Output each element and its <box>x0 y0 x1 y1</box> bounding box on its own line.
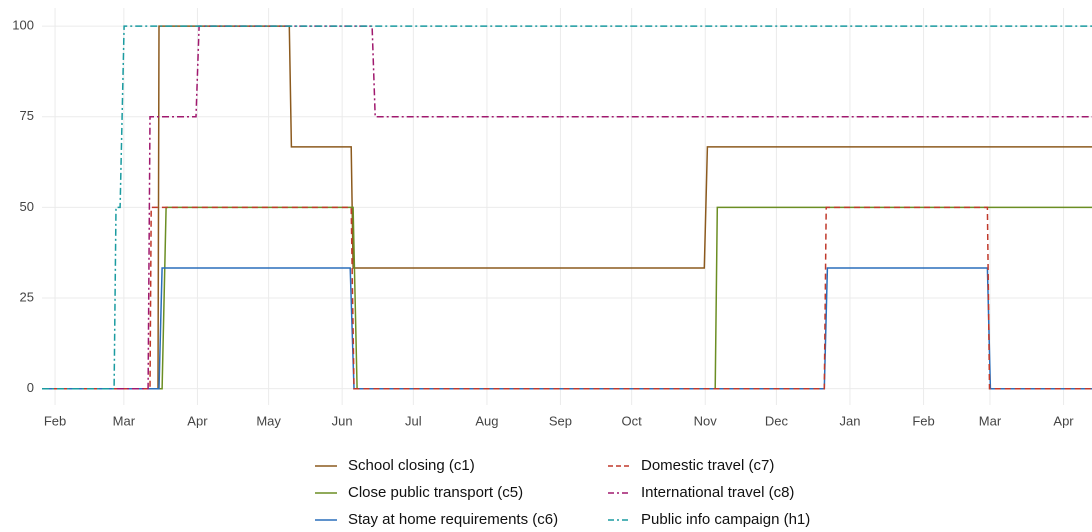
x-tick-label: Feb <box>44 413 66 428</box>
x-tick-label: Nov <box>694 413 718 428</box>
x-tick-label: Dec <box>765 413 789 428</box>
y-tick-label: 25 <box>20 289 34 304</box>
x-tick-label: Apr <box>1053 413 1074 428</box>
x-tick-label: May <box>256 413 281 428</box>
x-tick-label: Feb <box>912 413 934 428</box>
x-tick-label: Apr <box>187 413 208 428</box>
y-tick-label: 75 <box>20 108 34 123</box>
legend-label: International travel (c8) <box>641 484 794 501</box>
series-line <box>42 206 1092 390</box>
y-tick-label: 100 <box>12 18 34 33</box>
series-line <box>42 25 1092 390</box>
series-line <box>42 25 1092 390</box>
x-tick-label: Oct <box>622 413 643 428</box>
legend-label: Public info campaign (h1) <box>641 511 810 528</box>
x-tick-label: Mar <box>979 413 1002 428</box>
x-tick-label: Aug <box>475 413 498 428</box>
x-tick-label: Jul <box>405 413 422 428</box>
y-tick-label: 0 <box>27 380 34 395</box>
series-line <box>42 206 1092 390</box>
x-tick-label: Sep <box>549 413 572 428</box>
legend-label: Domestic travel (c7) <box>641 457 774 474</box>
series-line <box>42 267 1092 390</box>
legend-label: Stay at home requirements (c6) <box>348 511 558 528</box>
series-line <box>42 25 1092 390</box>
y-tick-label: 50 <box>20 199 34 214</box>
legend-label: Close public transport (c5) <box>348 484 523 501</box>
x-tick-label: Mar <box>113 413 136 428</box>
x-tick-label: Jan <box>839 413 860 428</box>
x-tick-label: Jun <box>332 413 353 428</box>
legend-label: School closing (c1) <box>348 457 475 474</box>
